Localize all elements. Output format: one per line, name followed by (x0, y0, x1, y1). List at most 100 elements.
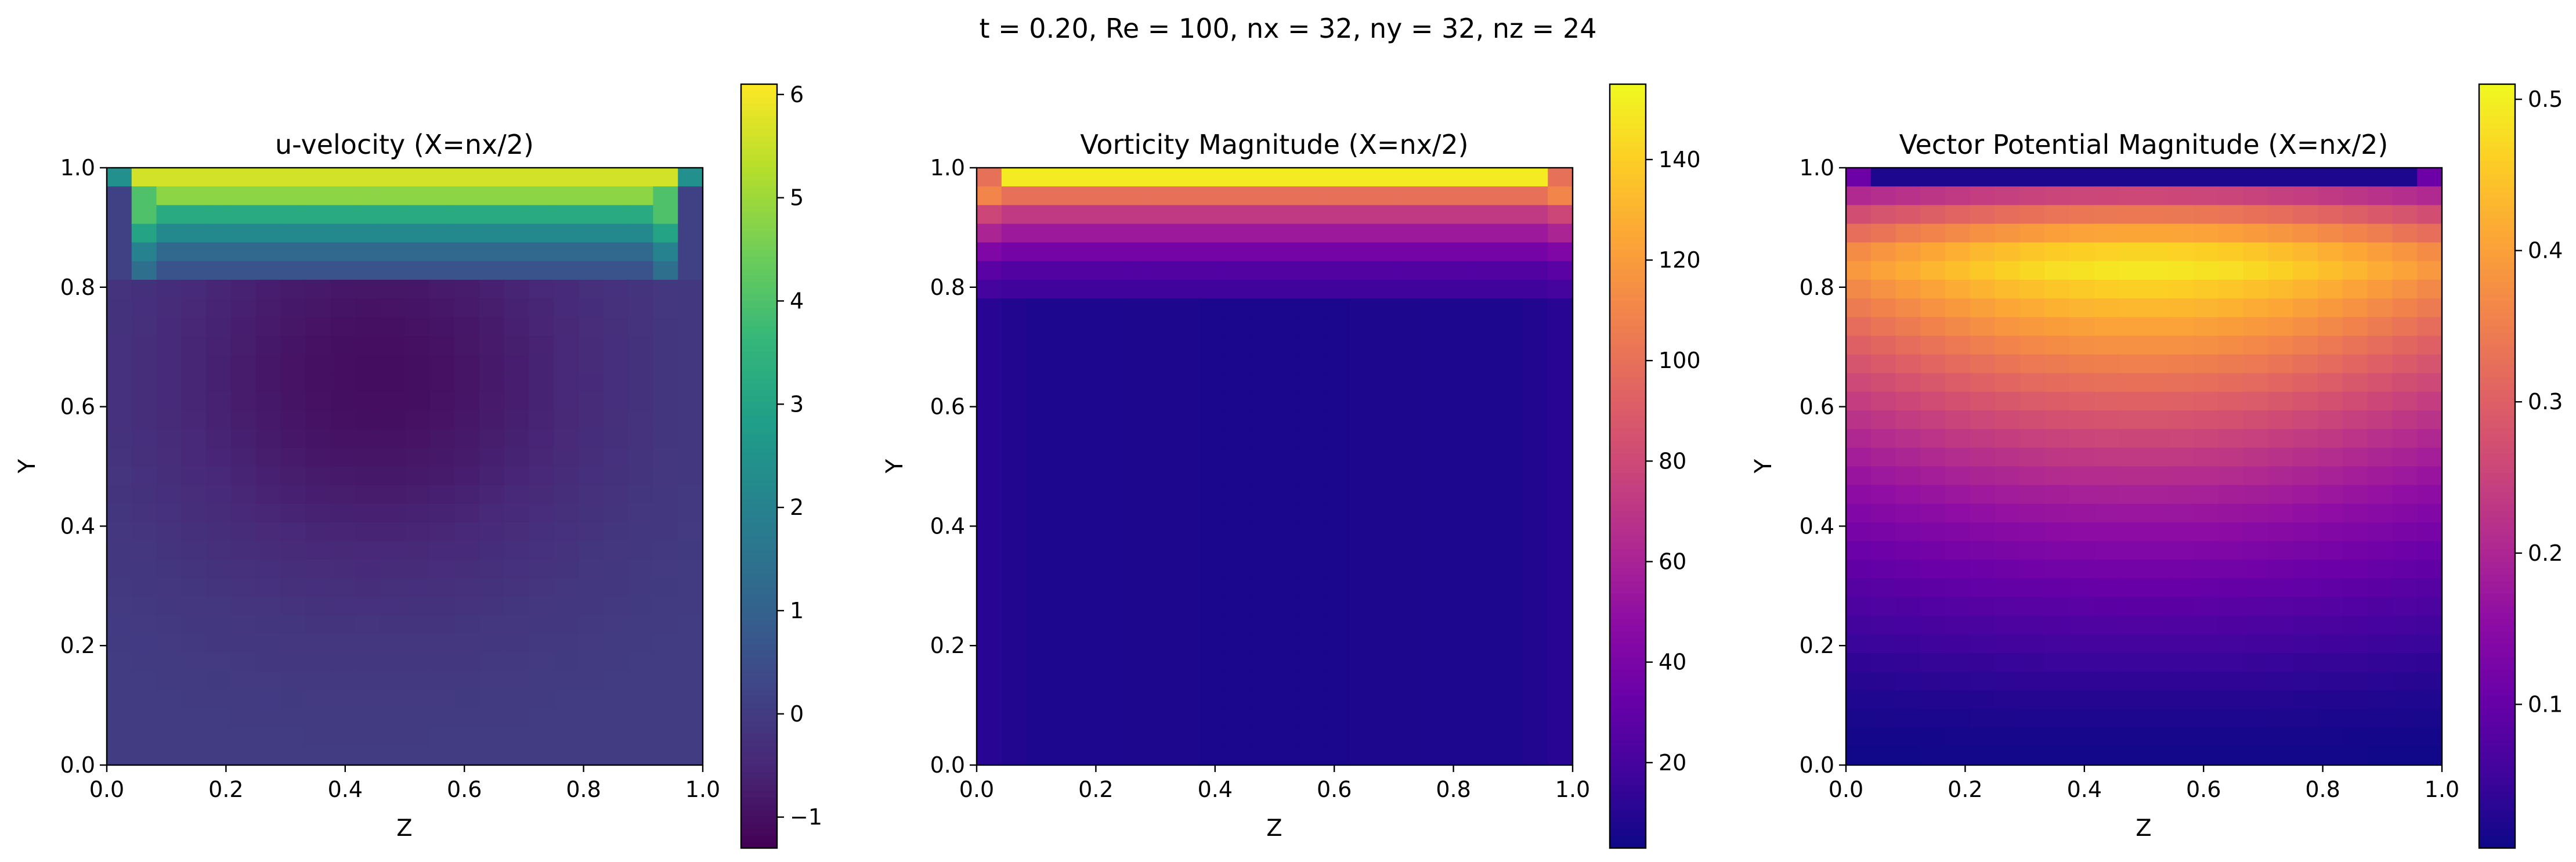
colorbar-segment (1610, 377, 1646, 384)
colorbar-segment (2479, 338, 2515, 346)
heatmap-cell (1125, 186, 1151, 205)
heatmap-cell (280, 429, 306, 448)
colorbar-segment (741, 453, 777, 460)
colorbar-segment (741, 109, 777, 117)
heatmap-cell (1920, 410, 1946, 430)
heatmap-cell (181, 448, 207, 467)
heatmap-cell (206, 672, 232, 691)
heatmap-cell (1026, 298, 1052, 318)
heatmap-cell (255, 373, 281, 392)
heatmap-cell (1498, 317, 1524, 337)
heatmap-cell (2044, 242, 2070, 262)
heatmap-cell (330, 578, 356, 598)
heatmap-cell (1846, 410, 1872, 430)
heatmap-cell (2268, 672, 2293, 691)
heatmap-cell (1076, 466, 1101, 486)
heatmap-cell (2243, 578, 2269, 598)
heatmap-cell (1945, 410, 1971, 430)
heatmap-cell (1498, 485, 1524, 504)
heatmap-cell (1200, 429, 1226, 448)
heatmap-cell (1051, 690, 1076, 710)
heatmap-cell (653, 410, 678, 430)
heatmap-cell (1100, 279, 1126, 299)
heatmap-cell (554, 560, 579, 579)
heatmap-cell (2342, 373, 2368, 392)
heatmap-cell (1249, 391, 1276, 411)
heatmap-cell (1200, 186, 1226, 205)
heatmap-cell (454, 709, 480, 728)
colorbar-segment (741, 160, 777, 168)
heatmap-cell (2019, 336, 2045, 355)
heatmap-cell (1100, 653, 1126, 672)
colorbar-segment (1610, 128, 1646, 136)
heatmap-cell (1970, 317, 1996, 337)
panel-vorticity-magnitude: Vorticity Magnitude (X=nx/2) 0.0 0.2 0.4 0.… (881, 83, 1701, 849)
heatmap-cell (1870, 634, 1896, 654)
heatmap-cell (1175, 485, 1201, 504)
heatmap-cell (1374, 578, 1400, 598)
heatmap-cell (1374, 223, 1400, 243)
heatmap-cell (1026, 485, 1052, 504)
heatmap-cell (131, 186, 157, 205)
heatmap-cell (1995, 541, 2021, 560)
heatmap-cell (1299, 317, 1325, 337)
heatmap-cell (206, 298, 232, 318)
heatmap-cell (977, 746, 1002, 766)
heatmap-cell (2144, 448, 2169, 467)
heatmap-cell (2119, 653, 2145, 672)
y-tick-label: 0.2 (930, 633, 965, 658)
heatmap-cell (429, 503, 455, 523)
heatmap-cell (1324, 279, 1350, 299)
heatmap-cell (2417, 186, 2443, 205)
heatmap-cell (206, 485, 232, 504)
heatmap-cell (131, 709, 157, 728)
heatmap-cell (2119, 597, 2145, 616)
colorbar-segment (1610, 192, 1646, 199)
heatmap-cell (1399, 597, 1424, 616)
colorbar-segment (741, 466, 777, 473)
heatmap-cell (1870, 503, 1896, 523)
heatmap-cell (2019, 615, 2045, 635)
heatmap-cell (1125, 746, 1151, 766)
colorbar-segment (1610, 370, 1646, 378)
heatmap-cell (2144, 205, 2169, 225)
colorbar-segment (2479, 109, 2515, 117)
heatmap-cell (2044, 186, 2070, 205)
heatmap-cell (1100, 746, 1126, 766)
heatmap-cell (1299, 560, 1325, 579)
heatmap-cell (529, 541, 554, 560)
heatmap-cell (1125, 522, 1151, 542)
heatmap-cell (2243, 597, 2269, 616)
heatmap-cell (107, 709, 132, 728)
heatmap-cell (1374, 168, 1400, 187)
heatmap-cell (355, 615, 381, 635)
heatmap-cell (2169, 727, 2194, 747)
heatmap-cell (404, 429, 430, 448)
heatmap-cell (1324, 746, 1350, 766)
heatmap-cell (1100, 578, 1126, 598)
heatmap-cell (1051, 279, 1076, 299)
heatmap-cell (1846, 391, 1872, 411)
heatmap-cell (2044, 690, 2070, 710)
heatmap-cell (2342, 186, 2368, 205)
heatmap-cell (1523, 503, 1548, 523)
heatmap-cell (579, 709, 604, 728)
heatmap-cell (1076, 485, 1101, 504)
heatmap-cell (1125, 690, 1151, 710)
heatmap-cell (1374, 746, 1400, 766)
heatmap-cell (255, 653, 281, 672)
heatmap-cell (1870, 354, 1896, 374)
heatmap-cell (1001, 634, 1027, 654)
colorbar-segment (2479, 632, 2515, 639)
heatmap-cell (454, 298, 480, 318)
heatmap-cell (280, 541, 306, 560)
colorbar-frame (2478, 83, 2516, 849)
heatmap-cell (1424, 168, 1449, 187)
heatmap-cell (579, 242, 604, 262)
heatmap-cell (2342, 336, 2368, 355)
heatmap-cell (1349, 186, 1375, 205)
heatmap-cell (1870, 746, 1896, 766)
heatmap-cell (1051, 466, 1076, 486)
heatmap-cell (2119, 634, 2145, 654)
heatmap-cell (1870, 615, 1896, 635)
